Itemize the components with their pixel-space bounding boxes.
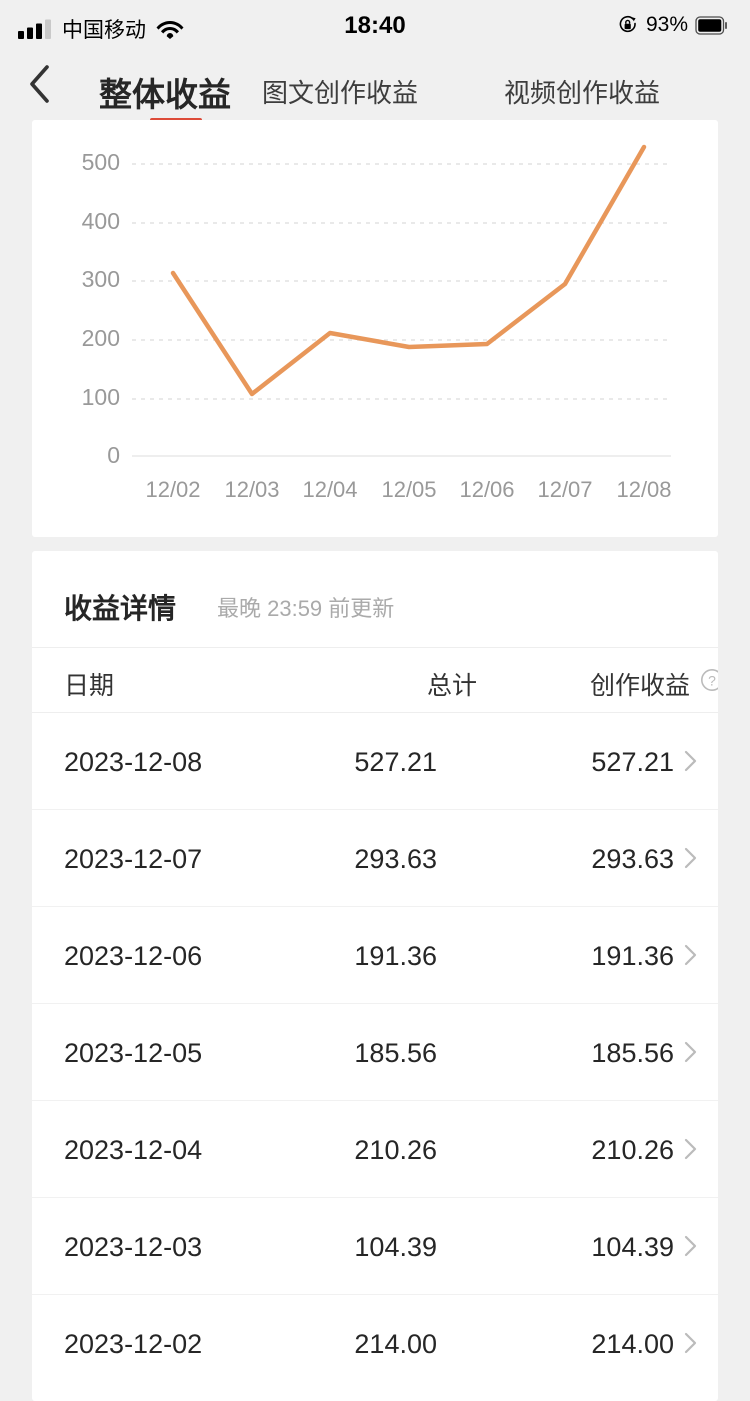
svg-text:500: 500 [82, 149, 120, 175]
svg-text:100: 100 [82, 384, 120, 410]
svg-text:12/07: 12/07 [537, 477, 592, 502]
svg-text:200: 200 [82, 325, 120, 351]
svg-text:400: 400 [82, 208, 120, 234]
svg-text:12/04: 12/04 [302, 477, 357, 502]
svg-text:12/02: 12/02 [145, 477, 200, 502]
svg-text:0: 0 [107, 442, 120, 468]
svg-text:12/03: 12/03 [224, 477, 279, 502]
svg-text:?: ? [708, 673, 716, 689]
svg-text:300: 300 [82, 266, 120, 292]
svg-text:12/08: 12/08 [616, 477, 671, 502]
svg-text:12/05: 12/05 [381, 477, 436, 502]
svg-text:12/06: 12/06 [459, 477, 514, 502]
